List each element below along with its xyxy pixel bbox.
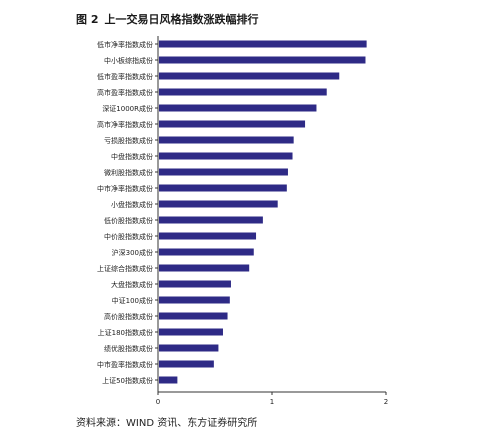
bar bbox=[159, 56, 366, 64]
category-label: 亏损股指数成份 bbox=[104, 136, 153, 145]
category-label: 中价股指数成份 bbox=[104, 232, 153, 241]
bar bbox=[159, 88, 327, 96]
category-label: 低价股指数成份 bbox=[104, 216, 153, 225]
bar bbox=[159, 168, 288, 176]
bar bbox=[159, 376, 178, 384]
bar bbox=[159, 344, 219, 352]
category-label: 中市盈率指数成份 bbox=[97, 360, 153, 369]
category-label: 微利股指数成份 bbox=[104, 168, 153, 177]
bar bbox=[159, 72, 340, 80]
category-label: 中证100成份 bbox=[112, 296, 153, 305]
bar bbox=[159, 200, 278, 208]
bar bbox=[159, 248, 254, 256]
bar bbox=[159, 216, 263, 224]
category-label: 低市盈率指数成份 bbox=[97, 72, 153, 81]
bar bbox=[159, 152, 293, 160]
figure-title: 上一交易日风格指数涨跌幅排行 bbox=[104, 13, 259, 26]
x-tick-label: 2 bbox=[384, 398, 388, 406]
bar bbox=[159, 296, 230, 304]
x-tick-label: 0 bbox=[156, 398, 160, 406]
bar bbox=[159, 120, 306, 128]
category-label: 上证综合指数成份 bbox=[97, 264, 153, 273]
source-note: 资料来源：WIND 资讯、东方证券研究所 bbox=[76, 418, 258, 429]
category-label: 上证50指数成份 bbox=[102, 376, 153, 385]
category-label: 高市净率指数成份 bbox=[97, 120, 153, 129]
category-label: 深证1000R成份 bbox=[102, 104, 153, 113]
category-label: 高价股指数成份 bbox=[104, 312, 153, 321]
category-label: 低市净率指数成份 bbox=[97, 40, 153, 49]
bar bbox=[159, 104, 317, 112]
category-label: 中小板综指成份 bbox=[104, 56, 153, 65]
bar bbox=[159, 136, 294, 144]
category-label: 中盘指数成份 bbox=[111, 152, 153, 161]
bar bbox=[159, 40, 367, 48]
bar bbox=[159, 184, 287, 192]
bar bbox=[159, 360, 214, 368]
category-label: 大盘指数成份 bbox=[111, 280, 153, 289]
category-label: 沪深300成份 bbox=[112, 248, 153, 257]
category-label: 上证180指数成份 bbox=[98, 328, 153, 337]
figure-number: 图 2 bbox=[76, 13, 99, 26]
bar bbox=[159, 232, 257, 240]
bar bbox=[159, 280, 231, 288]
category-label: 小盘指数成份 bbox=[111, 200, 153, 209]
category-label: 高市盈率指数成份 bbox=[97, 88, 153, 97]
bar bbox=[159, 328, 223, 336]
category-label: 绩优股指数成份 bbox=[104, 344, 153, 353]
bar bbox=[159, 312, 228, 320]
category-label: 中市净率指数成份 bbox=[97, 184, 153, 193]
figure-caption: 图 2 上一交易日风格指数涨跌幅排行 bbox=[76, 11, 258, 27]
bar bbox=[159, 264, 250, 272]
x-tick-label: 1 bbox=[270, 398, 274, 406]
